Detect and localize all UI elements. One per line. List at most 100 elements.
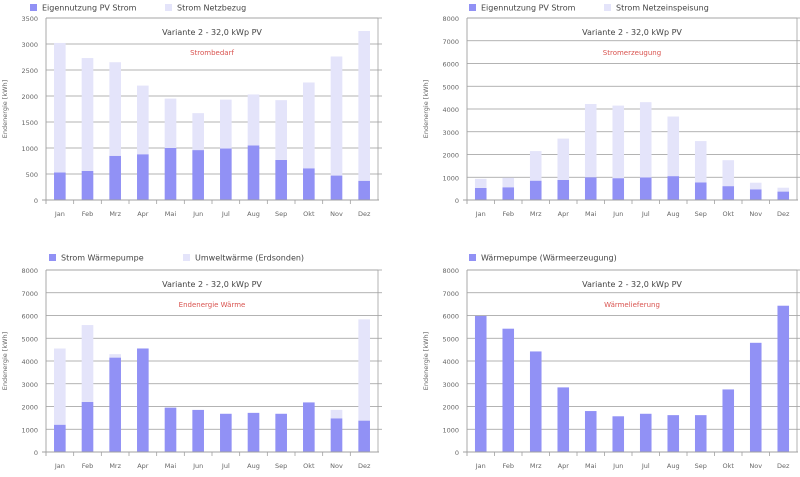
y-tick-label: 2000 bbox=[442, 404, 459, 412]
bar-okt-series-1 bbox=[722, 160, 735, 187]
bar-jul-series-1 bbox=[220, 99, 232, 149]
x-tick-label: Apr bbox=[558, 210, 570, 218]
y-axis-label: Endenergie [kWh] bbox=[422, 332, 430, 390]
bar-jul-series-0 bbox=[220, 413, 232, 452]
legend-label: Wärmepumpe (Wärmeerzeugung) bbox=[481, 254, 617, 263]
legend-swatch bbox=[165, 4, 172, 11]
x-tick-label: Mrz bbox=[530, 210, 542, 218]
chart-subtitle: Strombedarf bbox=[190, 49, 234, 57]
bar-okt-series-1 bbox=[303, 82, 315, 169]
chart-title: Variante 2 - 32,0 kWp PV bbox=[582, 280, 682, 289]
bar-aug-series-0 bbox=[667, 415, 680, 452]
x-tick-label: Sep bbox=[695, 462, 707, 470]
x-tick-label: Jul bbox=[641, 462, 650, 470]
x-tick-label: Nov bbox=[330, 210, 343, 218]
y-tick-label: 1000 bbox=[21, 145, 38, 153]
bar-dez-series-1 bbox=[358, 31, 370, 181]
y-tick-label: 500 bbox=[26, 171, 38, 179]
x-tick-label: Jan bbox=[475, 462, 486, 470]
bar-jul-series-0 bbox=[639, 413, 652, 452]
y-tick-label: 5000 bbox=[442, 335, 459, 343]
y-tick-label: 2000 bbox=[21, 93, 38, 101]
legend: Wärmepumpe (Wärmeerzeugung) bbox=[469, 254, 617, 263]
bar-jan-series-1 bbox=[474, 178, 487, 188]
x-tick-label: Nov bbox=[749, 462, 762, 470]
x-tick-label: Mai bbox=[165, 210, 177, 218]
x-tick-label: Jun bbox=[192, 462, 203, 470]
legend-label: Strom Wärmepumpe bbox=[61, 254, 144, 263]
x-tick-label: Sep bbox=[275, 210, 287, 218]
bar-mai-series-0 bbox=[164, 148, 177, 200]
x-tick-label: Apr bbox=[137, 210, 149, 218]
x-tick-label: Jul bbox=[221, 210, 230, 218]
bar-feb-series-0 bbox=[502, 328, 515, 452]
y-tick-label: 6000 bbox=[442, 313, 459, 321]
x-tick-label: Dez bbox=[777, 462, 790, 470]
bar-mrz-series-0 bbox=[529, 351, 542, 452]
y-tick-label: 4000 bbox=[442, 106, 459, 114]
bar-mrz-series-1 bbox=[109, 354, 121, 358]
bar-jan-series-0 bbox=[474, 187, 487, 200]
y-axis-label: Endenergie [kWh] bbox=[422, 80, 430, 138]
legend-swatch bbox=[183, 254, 190, 261]
y-tick-label: 3000 bbox=[442, 381, 459, 389]
bar-jul-series-0 bbox=[639, 177, 652, 200]
y-tick-label: 2000 bbox=[442, 152, 459, 160]
x-tick-label: Mrz bbox=[530, 462, 542, 470]
bar-mrz-series-0 bbox=[109, 357, 121, 452]
x-tick-label: Mrz bbox=[109, 210, 121, 218]
bar-sep-series-0 bbox=[694, 415, 707, 452]
bar-dez-series-0 bbox=[358, 420, 370, 452]
x-tick-label: Aug bbox=[247, 210, 260, 218]
bar-mrz-series-1 bbox=[109, 62, 121, 156]
bar-sep-series-0 bbox=[694, 182, 707, 200]
bar-apr-series-1 bbox=[137, 85, 149, 155]
y-tick-label: 7000 bbox=[442, 290, 459, 298]
bar-mrz-series-0 bbox=[109, 155, 121, 200]
legend-swatch bbox=[49, 254, 56, 261]
bar-nov-series-1 bbox=[749, 182, 762, 190]
legend-swatch bbox=[604, 4, 611, 11]
x-tick-label: Sep bbox=[275, 462, 287, 470]
x-tick-label: Dez bbox=[358, 210, 371, 218]
x-tick-label: Feb bbox=[82, 462, 94, 470]
legend: Eigennutzung PV Strom Strom Netzeinspeisu… bbox=[469, 4, 709, 13]
bar-mrz-series-0 bbox=[529, 180, 542, 200]
chart-title: Variante 2 - 32,0 kWp PV bbox=[162, 28, 262, 37]
x-tick-label: Apr bbox=[558, 462, 570, 470]
bar-dez-series-1 bbox=[358, 319, 370, 421]
x-tick-label: Mai bbox=[165, 462, 177, 470]
x-tick-label: Jan bbox=[54, 462, 65, 470]
chart-title: Variante 2 - 32,0 kWp PV bbox=[162, 280, 262, 289]
bar-nov-series-1 bbox=[330, 56, 343, 176]
legend-label: Strom Netzeinspeisung bbox=[616, 4, 709, 13]
x-tick-label: Okt bbox=[303, 210, 315, 218]
x-tick-label: Feb bbox=[502, 462, 514, 470]
bar-mai-series-0 bbox=[164, 407, 177, 452]
y-tick-label: 6000 bbox=[442, 61, 459, 69]
bar-mai-series-0 bbox=[584, 411, 597, 452]
x-tick-label: Jun bbox=[612, 210, 623, 218]
y-axis-label: Endenergie [kWh] bbox=[1, 80, 9, 138]
bar-apr-series-0 bbox=[137, 348, 149, 452]
chart-subtitle: Endenergie Wärme bbox=[179, 301, 246, 309]
chart-stromerzeugung: 0 1000 2000 3000 4000 5000 6000 7000 8000 Jan Feb M… bbox=[422, 4, 800, 218]
bar-nov-series-1 bbox=[330, 409, 343, 419]
y-tick-label: 8000 bbox=[442, 15, 459, 23]
x-tick-label: Jan bbox=[475, 210, 486, 218]
bar-sep-series-1 bbox=[275, 100, 287, 160]
bar-aug-series-1 bbox=[247, 94, 260, 146]
x-tick-label: Aug bbox=[667, 462, 680, 470]
bar-jan-series-1 bbox=[54, 348, 66, 425]
bar-okt-series-0 bbox=[722, 389, 735, 452]
y-tick-label: 2500 bbox=[21, 67, 38, 75]
x-tick-label: Jun bbox=[612, 462, 623, 470]
y-tick-label: 0 bbox=[34, 197, 38, 205]
y-tick-label: 0 bbox=[455, 449, 459, 457]
bar-jun-series-1 bbox=[612, 105, 625, 179]
y-tick-label: 5000 bbox=[442, 83, 459, 91]
x-tick-label: Aug bbox=[247, 462, 260, 470]
legend-swatch bbox=[469, 254, 476, 261]
chart-subtitle: Wärmelieferung bbox=[604, 301, 660, 309]
